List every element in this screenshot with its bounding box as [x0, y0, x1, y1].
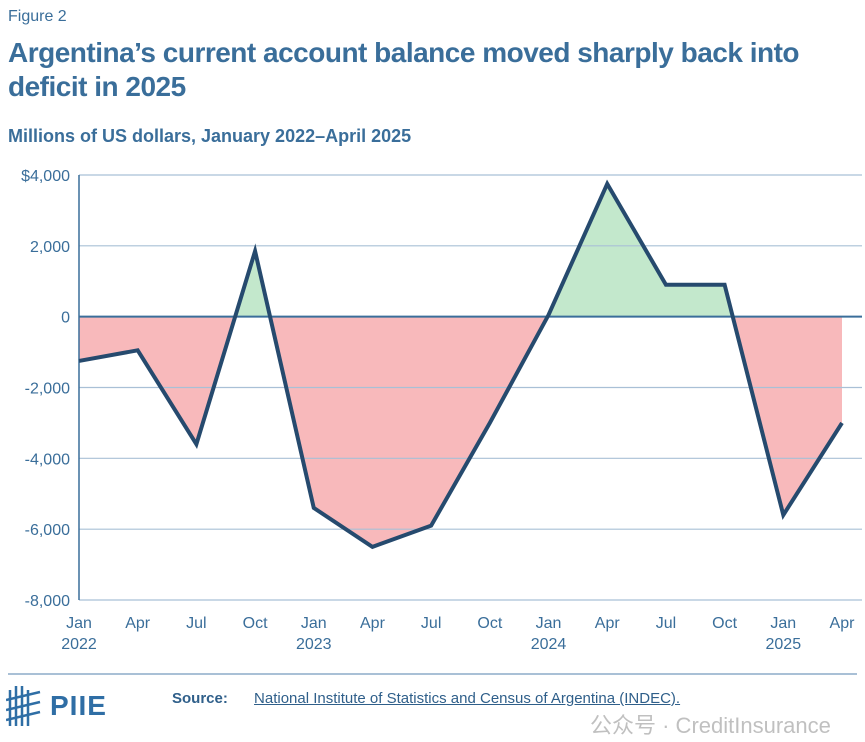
chart: $4,000 2,000 0 -2,000 -4,000 -6,000 -8,000 Jan 2…: [21, 168, 862, 653]
x-tick-month: Jan: [66, 615, 92, 632]
x-tick-year: 2023: [296, 636, 332, 653]
y-tick-label: -4,000: [25, 451, 70, 468]
x-tick-year: 2022: [61, 636, 97, 653]
footer-divider: [8, 673, 857, 675]
chart-subtitle: Millions of US dollars, January 2022–Apr…: [8, 126, 412, 146]
source-link[interactable]: National Institute of Statistics and Cen…: [254, 690, 681, 707]
x-tick-month: Apr: [830, 615, 856, 632]
x-tick-month: Jul: [421, 615, 441, 632]
x-tick-month: Oct: [712, 615, 737, 632]
x-tick-month: Jul: [656, 615, 676, 632]
source-label: Source:: [172, 690, 228, 707]
x-tick-month: Jan: [536, 615, 562, 632]
y-tick-label: $4,000: [21, 168, 70, 185]
x-tick-month: Apr: [360, 615, 386, 632]
x-tick-month: Apr: [595, 615, 621, 632]
figure-label: Figure 2: [8, 8, 67, 25]
watermark: 公众号 · CreditInsurance: [590, 713, 831, 738]
deficit-area: [79, 316, 842, 547]
piie-logo: PIIE: [6, 684, 107, 728]
x-tick-month: Jan: [770, 615, 796, 632]
x-tick-month: Oct: [243, 615, 268, 632]
x-tick-month: Oct: [477, 615, 502, 632]
x-tick-year: 2024: [531, 636, 567, 653]
surplus-area: [79, 183, 842, 317]
y-tick-label: -2,000: [25, 381, 70, 398]
source-note: Source: National Institute of Statistics…: [172, 690, 680, 708]
balance-line: [78, 179, 844, 550]
piie-building-icon: [6, 686, 41, 726]
logo-text: PIIE: [50, 690, 107, 721]
x-tick-month: Jan: [301, 615, 327, 632]
y-tick-label: 0: [61, 310, 70, 327]
y-tick-label: -8,000: [25, 593, 70, 610]
chart-title: Argentina’s current account balance move…: [8, 37, 800, 102]
x-tick-month: Jul: [186, 615, 206, 632]
y-tick-label: 2,000: [30, 239, 70, 256]
x-tick-year: 2025: [766, 636, 802, 653]
y-tick-label: -6,000: [25, 522, 70, 539]
x-tick-month: Apr: [125, 615, 151, 632]
